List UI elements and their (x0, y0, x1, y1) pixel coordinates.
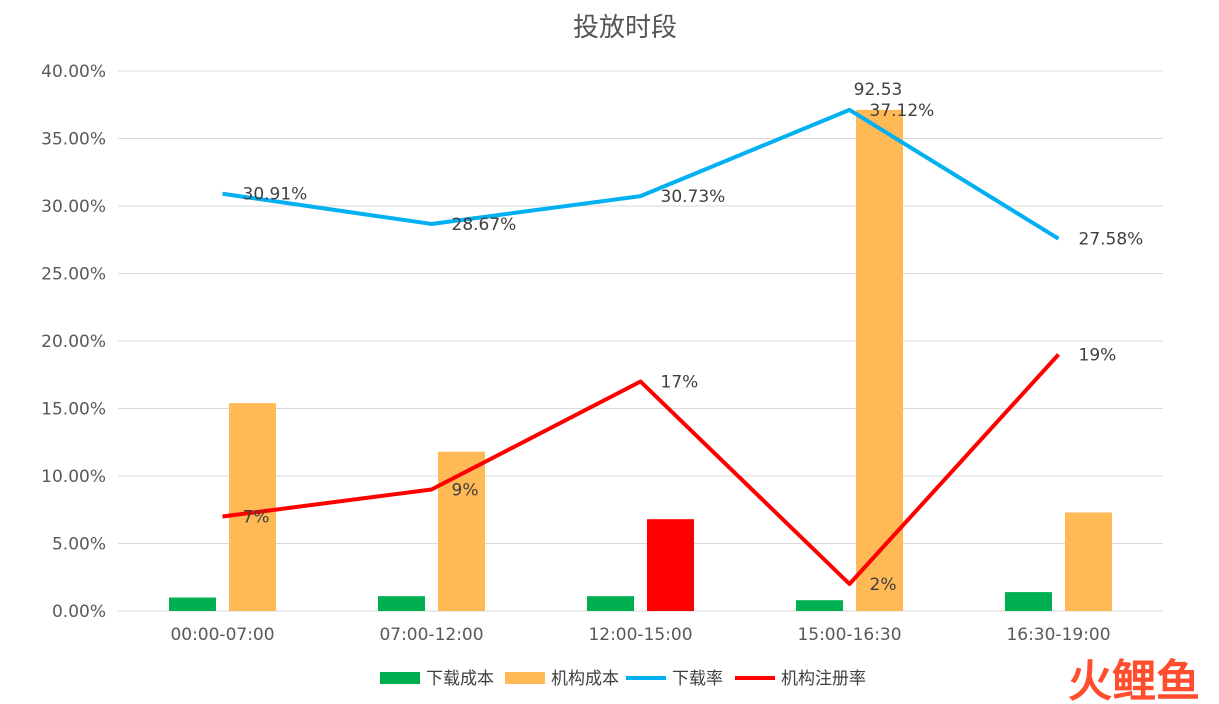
legend-label: 机构注册率 (781, 669, 866, 689)
bar (856, 109, 903, 611)
y-tick-label: 25.00% (41, 265, 106, 285)
y-tick-label: 35.00% (41, 130, 106, 150)
watermark-logo: 火鲤鱼 (1068, 656, 1200, 704)
y-tick-label: 40.00% (41, 62, 106, 82)
data-label: 7% (243, 508, 270, 528)
data-label: 19% (1079, 346, 1117, 366)
bar (169, 597, 216, 611)
chart-title: 投放时段 (573, 13, 677, 43)
x-tick-label: 00:00-07:00 (170, 625, 274, 645)
y-tick-label: 0.00% (52, 602, 106, 622)
bar (587, 596, 634, 611)
data-label: 28.67% (452, 215, 517, 235)
x-tick-label: 16:30-19:00 (1006, 625, 1110, 645)
y-tick-label: 10.00% (41, 467, 106, 487)
annotation-label: 92.53 (854, 80, 903, 100)
bar (796, 600, 843, 611)
x-tick-label: 15:00-16:30 (797, 625, 901, 645)
y-tick-label: 20.00% (41, 332, 106, 352)
bar (378, 596, 425, 611)
y-tick-label: 30.00% (41, 197, 106, 217)
data-label: 17% (661, 373, 699, 393)
bar (647, 519, 694, 611)
y-tick-label: 15.00% (41, 400, 106, 420)
series-line (222, 107, 1060, 241)
legend-label: 机构成本 (551, 669, 619, 689)
x-tick-label: 07:00-12:00 (379, 625, 483, 645)
bar (1005, 592, 1052, 611)
legend: 下载成本 机构成本 下载率 机构注册率 (380, 669, 866, 689)
x-axis-ticks: 00:00-07:00 07:00-12:00 12:00-15:00 15:00-1… (170, 625, 1110, 645)
y-axis-ticks: 0.00% 5.00% 10.00% 15.00% 20.00% 25.00% 30.00%… (41, 62, 106, 622)
data-label: 37.12% (870, 101, 935, 121)
x-tick-label: 12:00-15:00 (588, 625, 692, 645)
legend-swatch (380, 672, 420, 684)
data-label: 30.73% (661, 187, 726, 207)
legend-label: 下载成本 (426, 669, 494, 689)
data-label: 27.58% (1079, 230, 1144, 250)
bars (169, 109, 1112, 611)
legend-label: 下载率 (672, 669, 723, 689)
series-line (222, 353, 1060, 586)
bar (438, 451, 485, 611)
bar (1065, 512, 1112, 611)
data-labels: 30.91% 28.67% 30.73% 37.12% 27.58% 7% 9% 17% 2% 1… (243, 101, 1144, 595)
lines (222, 107, 1060, 586)
legend-swatch (505, 672, 545, 684)
y-tick-label: 5.00% (52, 535, 106, 555)
data-label: 2% (870, 575, 897, 595)
data-label: 9% (452, 481, 479, 501)
data-label: 30.91% (243, 185, 308, 205)
bar (229, 403, 276, 611)
gridlines (118, 70, 1163, 612)
